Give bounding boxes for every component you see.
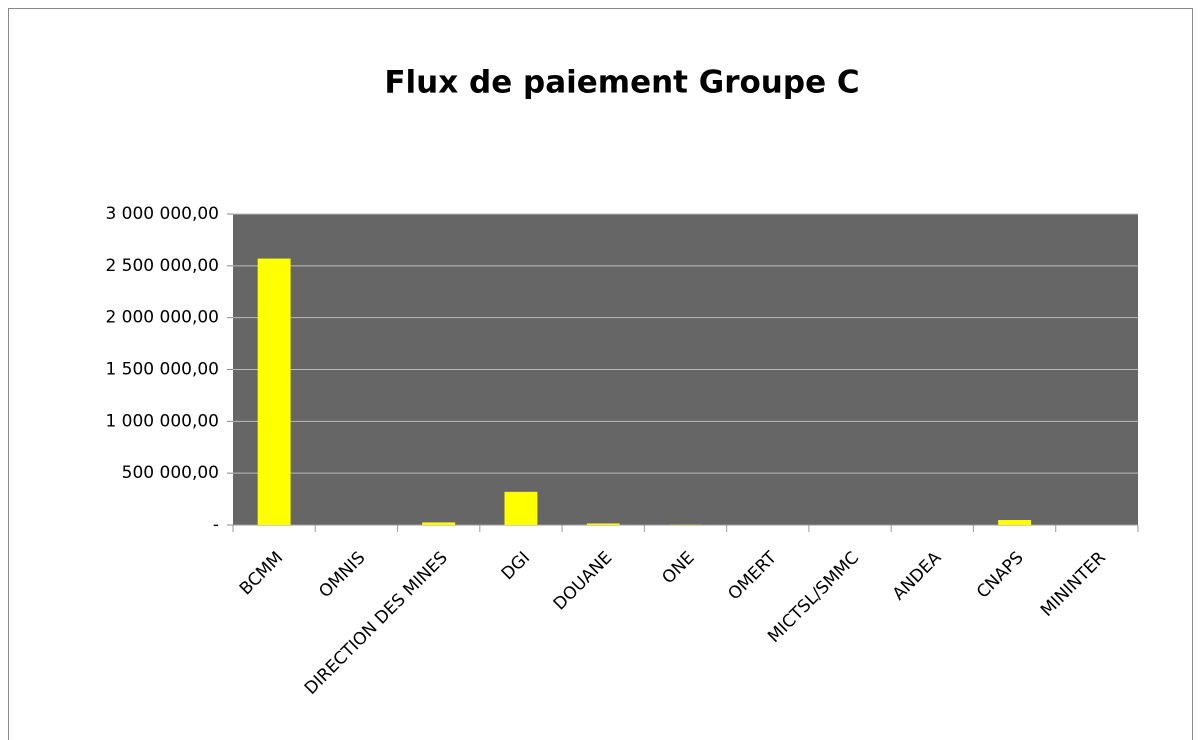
bar	[998, 520, 1032, 525]
y-tick-label: 2 500 000,00	[105, 256, 219, 276]
y-tick-label: 1 000 000,00	[105, 411, 219, 431]
y-tick-label: 2 000 000,00	[105, 308, 219, 328]
chart-title: Flux de paiement Groupe C	[384, 65, 859, 101]
y-tick-label: 1 500 000,00	[105, 360, 219, 380]
bar	[586, 523, 620, 525]
y-tick-label: 500 000,00	[122, 463, 219, 483]
bar	[504, 491, 538, 525]
bar	[422, 522, 456, 525]
bar	[257, 258, 291, 525]
y-tick-label: 3 000 000,00	[105, 204, 219, 224]
y-tick-label: -	[213, 515, 219, 535]
